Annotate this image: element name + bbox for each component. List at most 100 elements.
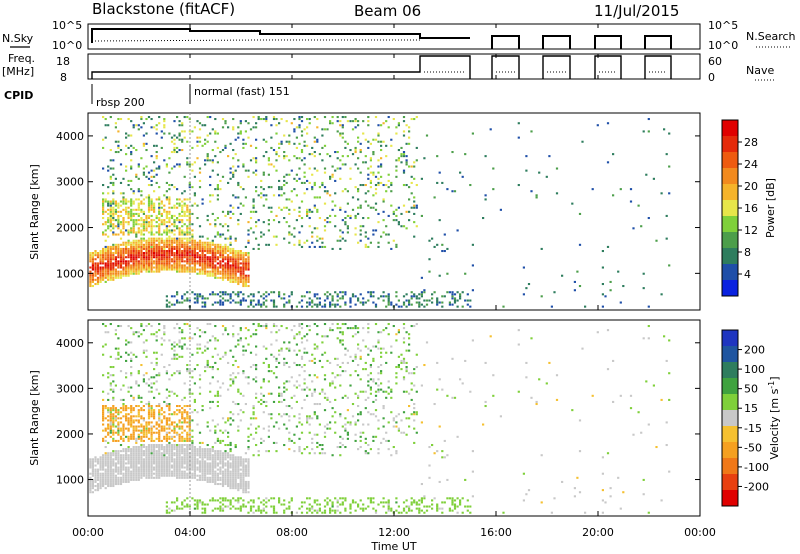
power-cell: [176, 264, 179, 267]
power-cell: [147, 221, 151, 224]
power-cell: [117, 262, 120, 265]
velocity-cell: [132, 460, 135, 463]
power-cell: [453, 299, 457, 302]
velocity-cell: [178, 427, 181, 430]
velocity-cell: [211, 368, 214, 371]
power-cell: [329, 122, 332, 125]
power-cell: [433, 245, 436, 248]
power-cell: [214, 268, 217, 271]
power-cell: [428, 299, 431, 302]
velocity-cell: [237, 390, 240, 393]
velocity-cell: [176, 476, 179, 479]
velocity-cell: [163, 437, 166, 440]
power-cell: [252, 204, 255, 207]
power-cell: [201, 260, 204, 263]
power-cell: [247, 254, 250, 257]
power-cell: [142, 223, 145, 226]
power-cell: [168, 157, 171, 160]
power-cell: [380, 175, 383, 178]
velocity-cell: [109, 456, 112, 459]
power-cell: [158, 254, 161, 257]
power-cell: [351, 120, 355, 123]
power-cell: [278, 122, 281, 125]
velocity-cell: [214, 507, 217, 510]
velocity-cell: [114, 329, 117, 332]
power-cell: [198, 128, 202, 131]
power-cell: [316, 303, 319, 306]
velocity-cell: [170, 347, 174, 350]
power-cell: [280, 142, 283, 145]
power-cell: [142, 122, 145, 125]
power-cell: [252, 171, 255, 174]
velocity-cell: [153, 468, 156, 471]
velocity-cell: [150, 433, 153, 436]
power-cell: [150, 200, 153, 203]
power-cell: [186, 229, 189, 232]
power-cell: [188, 214, 191, 217]
velocity-cell: [163, 435, 166, 438]
velocity-cell: [186, 323, 189, 326]
velocity-cell: [142, 349, 145, 352]
power-cell: [107, 256, 110, 259]
velocity-cell: [227, 456, 230, 459]
power-cell: [219, 262, 222, 265]
velocity-cell: [209, 450, 212, 453]
power-cell: [306, 188, 309, 191]
power-cell: [349, 120, 352, 123]
velocity-cell: [229, 411, 232, 414]
power-cell: [229, 210, 232, 213]
power-cell: [191, 239, 194, 242]
velocity-cell: [102, 429, 105, 432]
velocity-cell: [224, 450, 227, 453]
power-cell: [137, 128, 140, 131]
power-cell: [209, 245, 212, 248]
power-cell: [114, 250, 117, 253]
power-cell: [186, 258, 189, 261]
velocity-cell: [99, 466, 102, 469]
velocity-cell: [153, 333, 156, 336]
power-cell: [125, 245, 128, 248]
power-cell: [237, 262, 240, 265]
power-cell: [181, 250, 184, 253]
velocity-cell: [160, 413, 163, 416]
velocity-cell: [196, 462, 199, 465]
velocity-cell: [234, 485, 237, 488]
power-cell: [234, 153, 237, 156]
velocity-cell: [221, 462, 225, 465]
velocity-cell: [201, 470, 204, 473]
power-cell: [155, 221, 158, 224]
velocity-cell: [137, 370, 140, 373]
velocity-cell: [237, 497, 240, 500]
power-cell: [191, 268, 194, 271]
power-cell: [147, 204, 151, 207]
velocity-cell: [147, 464, 151, 467]
velocity-cell: [216, 478, 219, 481]
power-cell: [357, 299, 360, 302]
power-cell: [612, 153, 615, 156]
power-cell: [94, 283, 97, 286]
velocity-cell: [132, 409, 135, 412]
velocity-cell: [178, 341, 181, 344]
power-cell: [255, 169, 258, 172]
power-cell: [227, 258, 230, 261]
power-cell: [298, 210, 301, 213]
power-cell: [471, 264, 474, 267]
power-cell: [303, 295, 306, 298]
power-cell: [135, 241, 138, 244]
velocity-cell: [119, 466, 123, 469]
velocity-cell: [209, 472, 212, 475]
velocity-cell: [102, 472, 105, 475]
velocity-cell: [265, 497, 268, 500]
velocity-cell: [150, 464, 153, 467]
power-cell: [170, 223, 174, 226]
velocity-cell: [140, 476, 143, 479]
power-cell: [209, 116, 212, 119]
power-cell: [160, 214, 163, 217]
power-cell: [214, 276, 217, 279]
velocity-cell: [91, 464, 94, 467]
velocity-cell: [229, 474, 232, 477]
power-cell: [158, 210, 161, 213]
power-cell: [165, 268, 168, 271]
velocity-cell: [160, 444, 163, 447]
power-cell: [214, 258, 217, 261]
